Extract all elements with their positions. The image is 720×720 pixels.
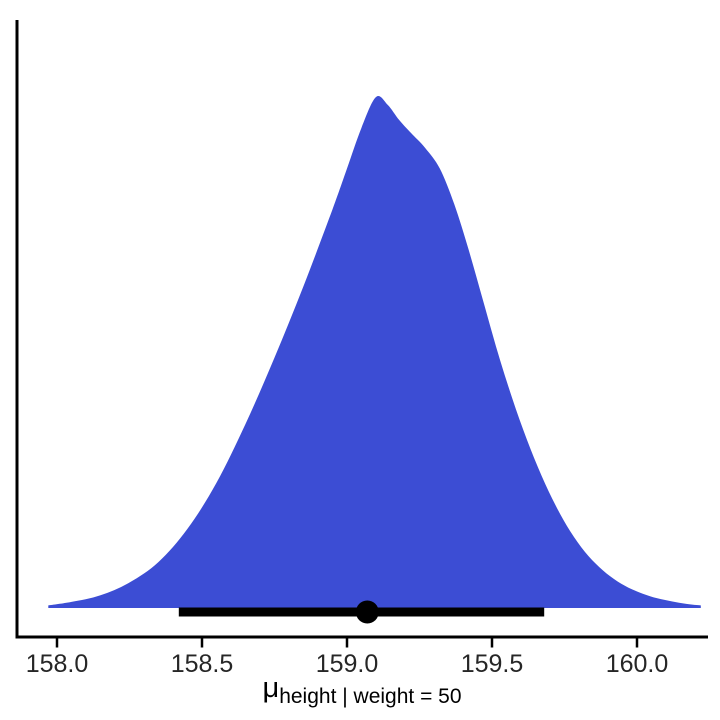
x-axis-title-subscript: height | weight = 50 [279,685,462,708]
x-axis-title: μheight | weight = 50 [17,672,707,708]
x-tick-label: 160.0 [606,650,669,678]
x-axis-title-symbol: μ [262,672,280,704]
x-tick-label: 159.5 [461,650,524,678]
point-estimate-dot [355,600,379,624]
density-area [48,95,701,609]
x-tick-label: 158.0 [26,650,89,678]
x-tick-label: 159.0 [316,650,379,678]
x-tick-label: 158.5 [171,650,234,678]
